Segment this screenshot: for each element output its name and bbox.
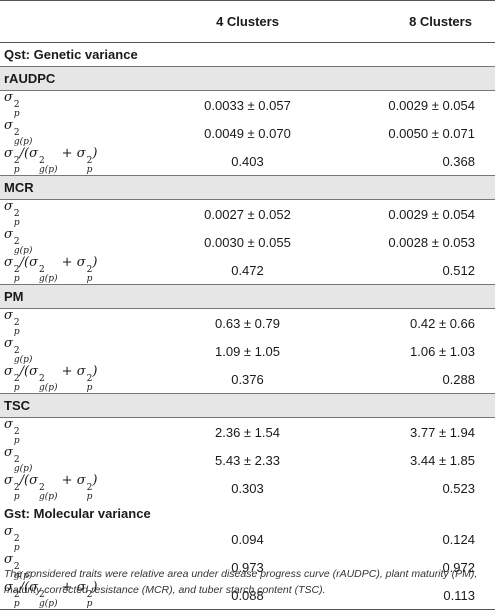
table-row: σ 2 p 0.63 ± 0.79 0.42 ± 0.66 xyxy=(0,309,495,338)
value-4-clusters: 0.0033 ± 0.057 xyxy=(204,97,291,113)
section-row: PM xyxy=(0,284,495,309)
variance-ratio: σ 2 p/(σ 2 g(p) + σ 2 p) xyxy=(4,473,98,502)
header-row: 4 Clusters 8 Clusters xyxy=(0,0,495,43)
table-row: σ 2 g(p) 1.09 ± 1.05 1.06 ± 1.03 xyxy=(0,337,495,365)
section-title: PM xyxy=(0,284,495,309)
table-row: σ 2 p/(σ 2 g(p) + σ 2 p) 0.403 0.368 xyxy=(0,147,495,176)
value-8-clusters: 0.0028 ± 0.053 xyxy=(388,234,475,250)
value-8-clusters: 0.512 xyxy=(442,262,475,278)
section-title: MCR xyxy=(0,175,495,200)
value-8-clusters: 0.0050 ± 0.071 xyxy=(388,125,475,141)
value-8-clusters: 0.0029 ± 0.054 xyxy=(388,206,475,222)
table-footnote: The considered traits were relative area… xyxy=(4,568,478,596)
variance-ratio: σ 2 p/(σ 2 g(p) + σ 2 p) xyxy=(4,364,98,393)
table-row: σ 2 g(p) 0.0030 ± 0.055 0.0028 ± 0.053 xyxy=(0,228,495,256)
value-4-clusters: 0.403 xyxy=(231,153,264,169)
value-8-clusters: 0.124 xyxy=(442,531,475,547)
table-row: σ 2 p 0.0033 ± 0.057 0.0029 ± 0.054 xyxy=(0,91,495,120)
header-blank xyxy=(0,0,165,43)
section-row: MCR xyxy=(0,175,495,200)
variance-ratio: σ 2 p/(σ 2 g(p) + σ 2 p) xyxy=(4,146,98,175)
value-8-clusters: 0.972 xyxy=(442,559,475,575)
value-4-clusters: 0.0027 ± 0.052 xyxy=(204,206,291,222)
section-title: Gst: Molecular variance xyxy=(4,506,151,521)
value-4-clusters: 5.43 ± 2.33 xyxy=(215,452,280,468)
header-4-clusters: 4 Clusters xyxy=(165,0,330,43)
table-row: σ 2 g(p) 5.43 ± 2.33 3.44 ± 1.85 xyxy=(0,446,495,474)
table-row: σ 2 p/(σ 2 g(p) + σ 2 p) 0.472 0.512 xyxy=(0,256,495,285)
sigma-gp-squared: σ 2 g(p) xyxy=(4,336,33,365)
value-8-clusters: 0.0029 ± 0.054 xyxy=(388,97,475,113)
sigma-gp-squared: σ 2 g(p) xyxy=(4,552,33,581)
value-8-clusters: 1.06 ± 1.03 xyxy=(410,343,475,359)
table-row: σ 2 g(p) 0.0049 ± 0.070 0.0050 ± 0.071 xyxy=(0,119,495,147)
section-title: TSC xyxy=(0,393,495,418)
value-4-clusters: 2.36 ± 1.54 xyxy=(215,424,280,440)
table-row: σ 2 p 0.0027 ± 0.052 0.0029 ± 0.054 xyxy=(0,200,495,229)
variance-ratio: σ 2 p/(σ 2 g(p) + σ 2 p) xyxy=(4,255,98,284)
value-4-clusters: 0.0049 ± 0.070 xyxy=(204,125,291,141)
table-row: σ 2 p 0.094 0.124 xyxy=(0,525,495,553)
section-title: rAUDPC xyxy=(0,66,495,91)
value-8-clusters: 0.523 xyxy=(442,480,475,496)
table-row: σ 2 p/(σ 2 g(p) + σ 2 p) 0.303 0.523 xyxy=(0,474,495,502)
table-row: σ 2 p/(σ 2 g(p) + σ 2 p) 0.376 0.288 xyxy=(0,365,495,394)
sigma-gp-squared: σ 2 g(p) xyxy=(4,118,33,147)
header-8-clusters: 8 Clusters xyxy=(330,0,495,43)
value-4-clusters: 0.094 xyxy=(231,531,264,547)
section-row: Qst: Genetic variance xyxy=(0,43,495,67)
section-title: Qst: Genetic variance xyxy=(4,47,138,62)
value-4-clusters: 0.303 xyxy=(231,480,264,496)
section-row: Gst: Molecular variance xyxy=(0,502,495,525)
section-row: rAUDPC xyxy=(0,66,495,91)
value-8-clusters: 0.42 ± 0.66 xyxy=(410,315,475,331)
sigma-gp-squared: σ 2 g(p) xyxy=(4,227,33,256)
value-8-clusters: 3.77 ± 1.94 xyxy=(410,424,475,440)
value-8-clusters: 3.44 ± 1.85 xyxy=(410,452,475,468)
value-4-clusters: 0.63 ± 0.79 xyxy=(215,315,280,331)
value-4-clusters: 0.376 xyxy=(231,371,264,387)
table-row: σ 2 g(p) 0.973 0.972 xyxy=(0,553,495,581)
section-row: TSC xyxy=(0,393,495,418)
value-8-clusters: 0.288 xyxy=(442,371,475,387)
value-4-clusters: 0.472 xyxy=(231,262,264,278)
table-row: σ 2 p 2.36 ± 1.54 3.77 ± 1.94 xyxy=(0,418,495,447)
value-4-clusters: 0.0030 ± 0.055 xyxy=(204,234,291,250)
sigma-gp-squared: σ 2 g(p) xyxy=(4,445,33,474)
value-8-clusters: 0.368 xyxy=(442,153,475,169)
value-4-clusters: 1.09 ± 1.05 xyxy=(215,343,280,359)
value-4-clusters: 0.973 xyxy=(231,559,264,575)
